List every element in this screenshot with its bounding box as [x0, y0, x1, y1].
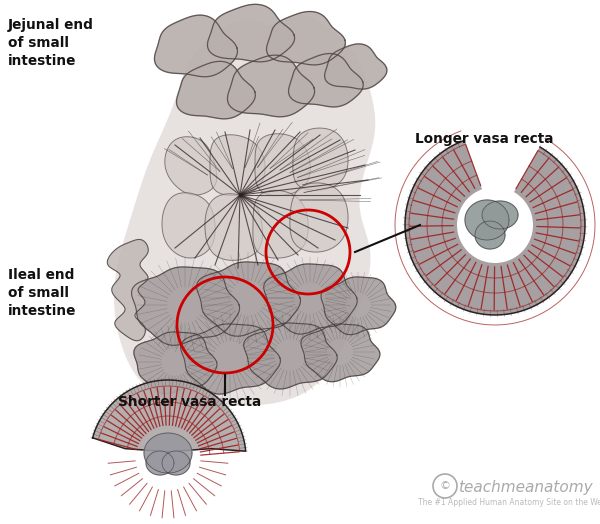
Polygon shape: [289, 53, 363, 107]
Polygon shape: [325, 44, 387, 89]
Text: Ileal end
of small
intestine: Ileal end of small intestine: [8, 268, 76, 318]
Polygon shape: [255, 134, 310, 195]
Polygon shape: [154, 15, 238, 77]
Text: teachmeanatomy: teachmeanatomy: [458, 480, 593, 495]
Polygon shape: [227, 55, 314, 117]
Polygon shape: [134, 332, 217, 394]
Polygon shape: [92, 380, 246, 452]
Text: ©: ©: [439, 481, 451, 491]
Polygon shape: [208, 4, 295, 62]
Text: The #1 Applied Human Anatomy Site on the Web: The #1 Applied Human Anatomy Site on the…: [418, 498, 600, 507]
Polygon shape: [465, 200, 509, 240]
Polygon shape: [197, 262, 301, 336]
Polygon shape: [321, 277, 396, 335]
Polygon shape: [181, 324, 280, 394]
Polygon shape: [405, 140, 585, 315]
Polygon shape: [205, 194, 263, 260]
Text: Jejunal end
of small
intestine: Jejunal end of small intestine: [8, 18, 94, 68]
Polygon shape: [301, 324, 380, 381]
Polygon shape: [264, 264, 357, 334]
Polygon shape: [162, 193, 215, 258]
Polygon shape: [162, 451, 190, 475]
Polygon shape: [144, 433, 192, 473]
Polygon shape: [290, 183, 348, 252]
Polygon shape: [165, 137, 217, 195]
Text: Shorter vasa recta: Shorter vasa recta: [118, 395, 261, 409]
Polygon shape: [475, 221, 505, 249]
Polygon shape: [253, 190, 308, 258]
Polygon shape: [131, 267, 239, 345]
Polygon shape: [244, 323, 337, 389]
Polygon shape: [482, 201, 518, 229]
Polygon shape: [176, 61, 256, 119]
Polygon shape: [146, 451, 174, 475]
Polygon shape: [107, 239, 148, 341]
Polygon shape: [266, 12, 346, 65]
Polygon shape: [210, 135, 265, 195]
Text: Longer vasa recta: Longer vasa recta: [415, 132, 554, 146]
Polygon shape: [293, 128, 348, 190]
Polygon shape: [114, 15, 375, 406]
